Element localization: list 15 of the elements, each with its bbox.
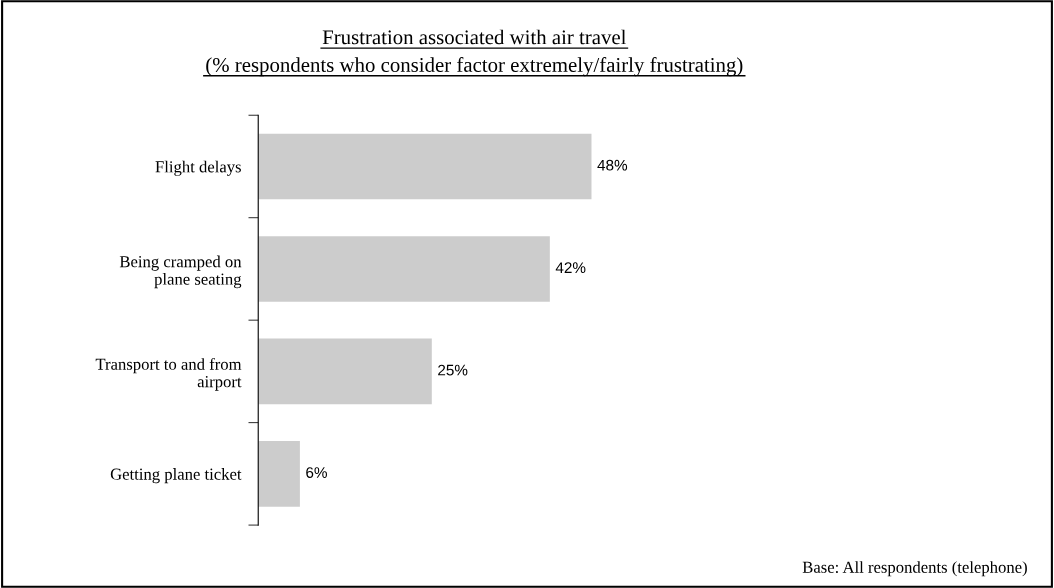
data-label: 25%: [438, 364, 468, 376]
bar: [258, 441, 300, 507]
y-tick-label: Getting plane ticket: [110, 468, 242, 484]
text: Base: All respondents (telephone): [802, 561, 1027, 577]
chart-title: Frustration associated with air travel: [322, 29, 627, 45]
data-label: 48%: [597, 159, 628, 171]
y-tick-label: Being cramped on plane seating: [119, 255, 242, 289]
y-tick-label: Flight delays: [155, 160, 241, 176]
y-tick-label: Transport to and from airport: [95, 357, 242, 391]
bar: [258, 236, 550, 302]
data-label: 42%: [555, 262, 586, 273]
bar: [258, 133, 592, 200]
data-label: 6%: [306, 467, 327, 478]
bar: [258, 338, 432, 405]
chart-subtitle: (% respondents who consider factor extremely/fairly frustrating): [206, 57, 743, 77]
